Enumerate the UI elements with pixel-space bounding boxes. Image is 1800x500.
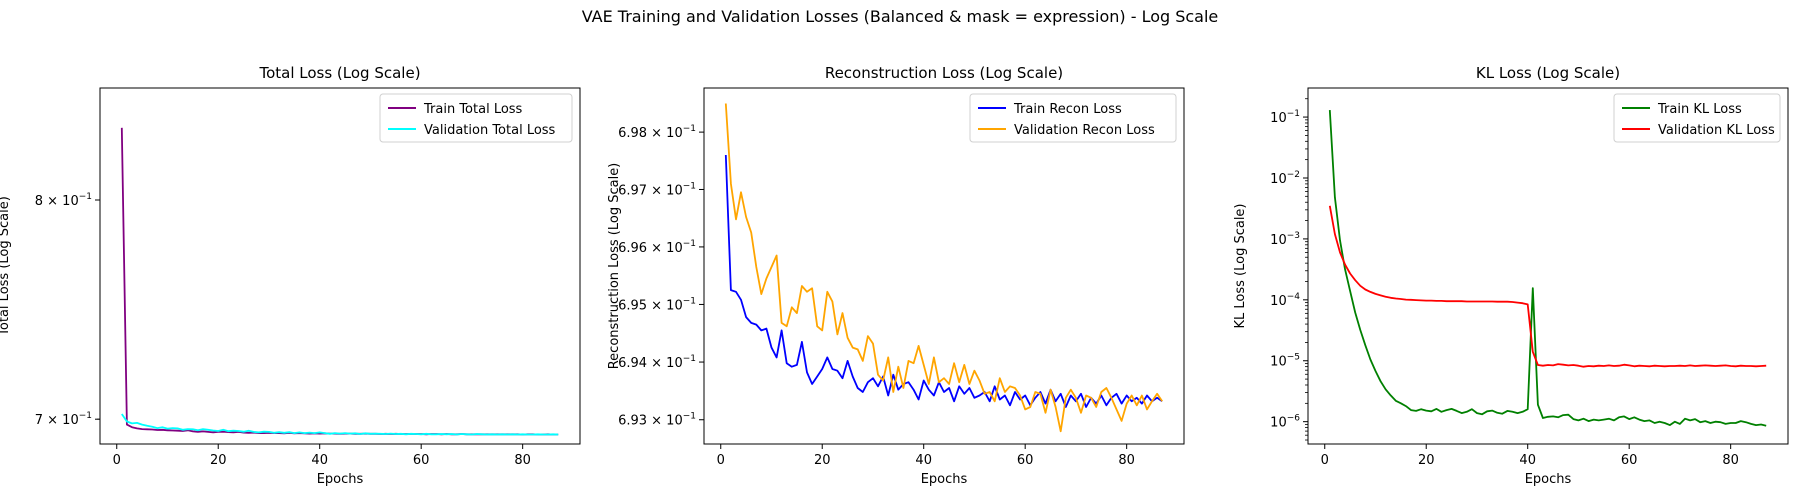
subplot-2: 0 20 40 60 80 6.93 × 10−1 6.94 × 10−1 6.95 × 10… [607,64,1185,487]
series-line-1 [1328,110,1767,427]
y-tick-label: 6.95 × 10−1 [618,296,696,313]
series-line-2 [121,413,559,436]
x-tick-label: 80 [1118,453,1135,468]
x-tick-label: 40 [915,453,932,468]
x-tick-label: 60 [413,453,430,468]
y-tick-label: 8 × 10−1 [35,192,92,209]
subplot-1: 0 20 40 60 80 7 × 10−1 8 × 10−1 Total Loss (Log… [0,64,581,487]
legend: Train Recon Loss Validation Recon Loss [969,93,1177,143]
y-axis-label: Reconstruction Loss (Log Scale) [607,163,622,370]
axes-frame [703,87,1185,445]
x-tick-label: 80 [1722,453,1739,468]
legend-label-1: Train KL Loss [1657,102,1742,117]
legend-box [1613,93,1781,143]
x-tick-label: 40 [1519,453,1536,468]
y-axis-label: KL Loss (Log Scale) [1233,203,1248,328]
legend-box [969,93,1177,143]
y-tick-label: 10−1 [1270,109,1300,126]
axes-frame [99,87,581,445]
x-tick-label: 60 [1621,453,1638,468]
subplot-title: KL Loss (Log Scale) [1476,64,1620,82]
series-line-1 [724,154,1163,408]
y-tick-label: 6.93 × 10−1 [618,412,696,429]
y-tick-label: 6.98 × 10−1 [618,124,696,141]
x-tick-label: 0 [717,453,725,468]
subplot-title: Reconstruction Loss (Log Scale) [825,64,1063,82]
x-axis-label: Epochs [317,472,364,487]
x-tick-label: 20 [814,453,831,468]
series-line-2 [724,103,1163,433]
x-tick-label: 0 [113,453,121,468]
y-axis-label: Total Loss (Log Scale) [0,196,12,337]
legend: Train Total Loss Validation Total Loss [379,93,573,143]
y-tick-label: 10−3 [1270,231,1300,248]
y-tick-label: 6.94 × 10−1 [618,354,696,371]
x-tick-label: 20 [1418,453,1435,468]
subplot-title: Total Loss (Log Scale) [258,64,420,82]
x-tick-label: 60 [1017,453,1034,468]
y-tick-label: 10−4 [1270,292,1300,309]
y-tick-label: 6.96 × 10−1 [618,239,696,256]
legend-box [379,93,573,143]
y-tick-label: 7 × 10−1 [35,411,92,428]
subplots: 0 20 40 60 80 7 × 10−1 8 × 10−1 Total Loss (Log… [0,64,1789,487]
y-tick-label: 10−6 [1270,414,1300,431]
legend-label-2: Validation Recon Loss [1014,123,1155,138]
legend-label-1: Train Total Loss [423,102,523,117]
y-tick-label: 10−2 [1270,170,1300,187]
legend-label-2: Validation KL Loss [1658,123,1775,138]
subplot-3: 0 20 40 60 80 10−6 10−5 10−4 10−3 10−2 10−1 KL Loss… [1233,64,1789,487]
y-tick-label: 10−5 [1270,353,1300,370]
y-tick-label: 6.97 × 10−1 [618,181,696,198]
x-tick-label: 80 [514,453,531,468]
legend-label-1: Train Recon Loss [1013,102,1122,117]
x-tick-label: 40 [311,453,328,468]
x-axis-label: Epochs [921,472,968,487]
axes-frame [1307,87,1789,445]
x-tick-label: 0 [1321,453,1329,468]
x-axis-label: Epochs [1525,472,1572,487]
series-line-2 [1328,205,1767,368]
legend: Train KL Loss Validation KL Loss [1613,93,1781,143]
figure-suptitle: VAE Training and Validation Losses (Bala… [582,7,1219,26]
x-tick-label: 20 [210,453,227,468]
legend-label-2: Validation Total Loss [424,123,556,138]
